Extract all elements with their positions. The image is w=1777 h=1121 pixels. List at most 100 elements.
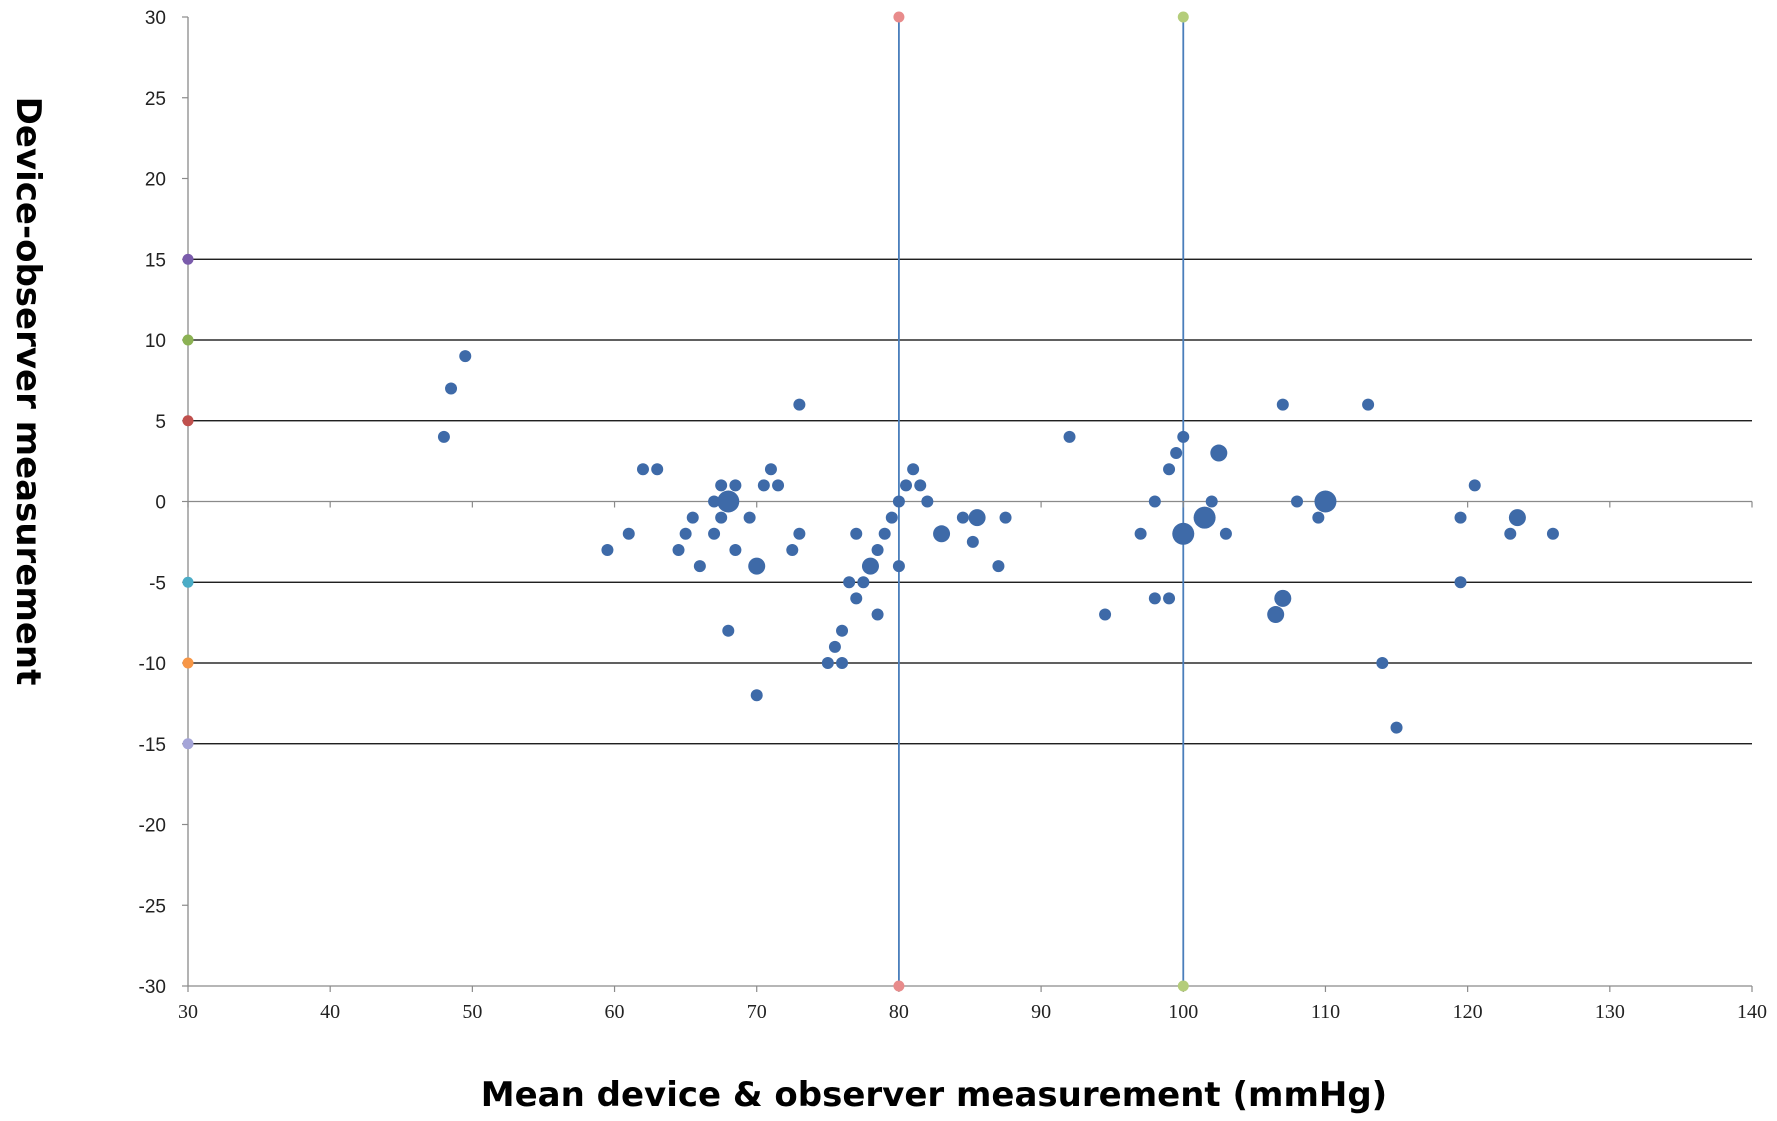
data-point	[1274, 589, 1292, 607]
data-point	[786, 543, 799, 556]
y-tick-label: -10	[139, 654, 166, 675]
data-point	[968, 509, 986, 527]
data-point	[743, 511, 756, 524]
data-point	[1314, 490, 1337, 513]
hline-end-marker	[182, 657, 194, 669]
data-point	[757, 479, 770, 492]
data-point	[999, 511, 1012, 524]
data-point	[1468, 479, 1481, 492]
data-point	[1099, 608, 1112, 621]
vline-bottom-marker	[893, 980, 905, 992]
y-tick-label: 5	[155, 412, 166, 433]
data-point	[1193, 506, 1216, 529]
data-point	[717, 490, 740, 513]
data-point	[1163, 463, 1176, 476]
data-point	[885, 511, 898, 524]
x-tick-label: 70	[747, 1001, 767, 1023]
y-axis-title: Device-observer measurement	[8, 97, 48, 686]
data-point	[921, 495, 934, 508]
data-point	[1205, 495, 1218, 508]
data-point	[1177, 430, 1190, 443]
hline-end-marker	[182, 738, 194, 750]
data-point	[1134, 527, 1147, 540]
data-point	[708, 527, 721, 540]
data-point	[1390, 721, 1403, 734]
data-points	[437, 350, 1559, 734]
data-point	[459, 350, 472, 363]
data-point	[772, 479, 785, 492]
data-point	[1219, 527, 1232, 540]
data-point	[878, 527, 891, 540]
data-point	[836, 624, 849, 637]
data-point	[445, 382, 458, 395]
data-point	[850, 592, 863, 605]
data-point	[966, 535, 979, 548]
data-point	[900, 479, 913, 492]
hline-end-marker	[182, 334, 194, 346]
x-tick-label: 130	[1595, 1001, 1625, 1023]
data-point	[871, 543, 884, 556]
y-tick-label: 10	[145, 331, 166, 352]
data-point	[1148, 495, 1161, 508]
hline-end-marker	[182, 415, 194, 427]
vline-top-marker	[1177, 11, 1189, 23]
y-tick-label: -5	[149, 573, 166, 594]
y-tick-label: -30	[139, 977, 166, 998]
data-point	[601, 543, 614, 556]
data-point	[686, 511, 699, 524]
y-tick-label: -25	[139, 896, 166, 917]
data-point	[679, 527, 692, 540]
data-point	[672, 543, 685, 556]
data-point	[1148, 592, 1161, 605]
y-tick-label: 30	[145, 8, 166, 29]
data-point	[1063, 430, 1076, 443]
x-tick-label: 80	[889, 1001, 909, 1023]
hline-end-marker	[182, 576, 194, 588]
x-tick-label: 50	[462, 1001, 482, 1023]
data-point	[729, 479, 742, 492]
data-point	[437, 430, 450, 443]
x-tick-label: 40	[320, 1001, 340, 1023]
data-point	[871, 608, 884, 621]
x-tick-label: 120	[1453, 1001, 1483, 1023]
data-point	[764, 463, 777, 476]
data-point	[892, 495, 905, 508]
data-point	[933, 525, 951, 543]
data-point	[821, 657, 834, 669]
data-point	[1210, 444, 1228, 462]
data-point	[1546, 527, 1559, 540]
horizontal-reference-lines	[188, 258, 1752, 745]
data-point	[1504, 527, 1517, 540]
data-point	[708, 495, 721, 508]
data-point	[750, 689, 763, 702]
data-point	[1172, 522, 1195, 545]
data-point	[892, 560, 905, 573]
data-point	[828, 640, 841, 653]
data-point	[1362, 398, 1375, 411]
data-point	[715, 479, 728, 492]
data-point	[1376, 657, 1389, 669]
vline-top-marker	[893, 11, 905, 23]
data-point	[793, 398, 806, 411]
x-axis-ticks: 30 40 50 60 70 80 90 100 110 120 130 140	[178, 501, 1767, 1023]
data-point	[1508, 509, 1526, 527]
x-tick-label: 140	[1737, 1001, 1767, 1023]
vline-bottom-marker	[1177, 980, 1189, 992]
x-axis-title: Mean device & observer measurement (mmHg…	[481, 1075, 1387, 1115]
data-point	[1170, 447, 1183, 460]
y-tick-label: -20	[139, 816, 166, 837]
data-point	[1454, 511, 1467, 524]
data-point	[793, 527, 806, 540]
data-point	[836, 657, 849, 669]
data-point	[651, 463, 664, 476]
x-tick-label: 90	[1031, 1001, 1051, 1023]
y-tick-label: 25	[145, 89, 166, 110]
x-tick-label: 30	[178, 1001, 198, 1023]
data-point	[1267, 606, 1285, 624]
y-tick-label: 15	[145, 250, 166, 271]
data-point	[850, 527, 863, 540]
data-point	[715, 511, 728, 524]
reference-line-markers	[182, 11, 1189, 992]
data-point	[907, 463, 920, 476]
data-point	[857, 576, 870, 589]
